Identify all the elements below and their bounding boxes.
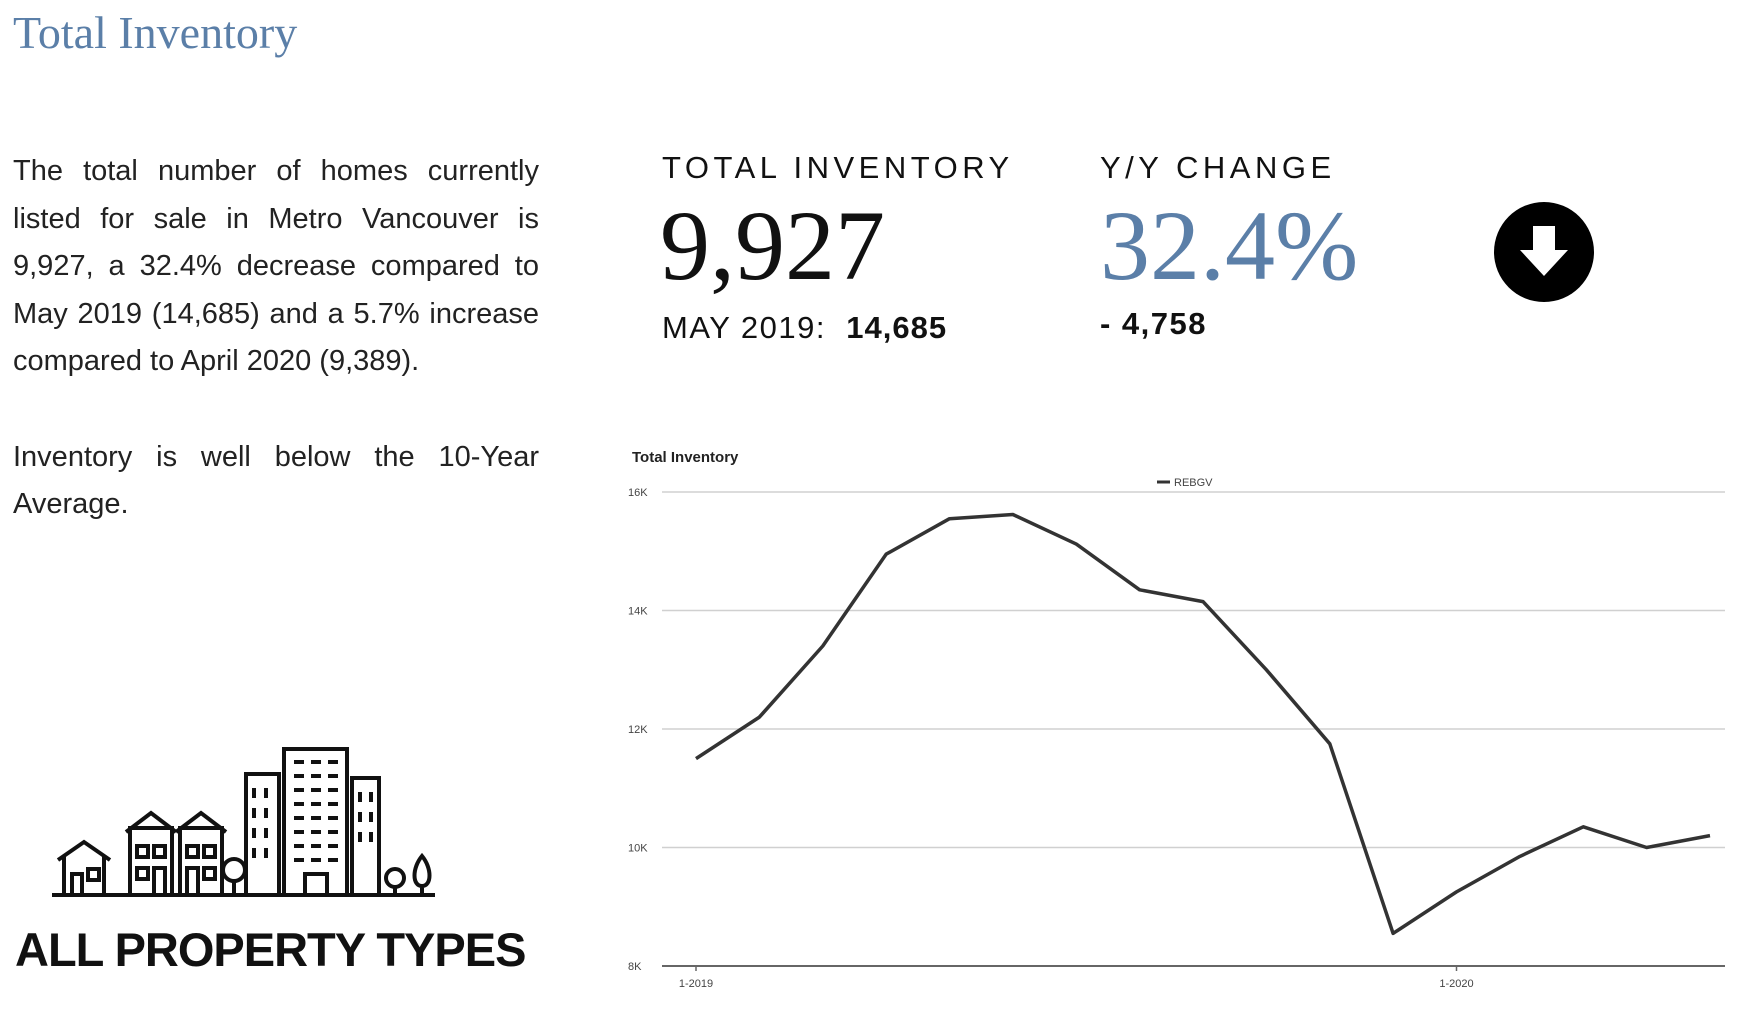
y-tick-label: 14K: [628, 606, 648, 618]
prior-year-value: 14,685: [846, 310, 948, 345]
y-tick-label: 16K: [628, 487, 648, 499]
property-types-caption: ALL PROPERTY TYPES: [15, 923, 526, 976]
yoy-change-label: Y/Y CHANGE: [1100, 150, 1336, 185]
yoy-change-value: 32.4%: [1100, 190, 1359, 301]
page-title: Total Inventory: [13, 7, 298, 58]
total-inventory-chart: Total Inventory 8K 10K 12K 14K 16K REBGV 1-2…: [620, 440, 1746, 1010]
description-text: The total number of homes currently list…: [13, 148, 539, 529]
legend-label: REBGV: [1174, 477, 1213, 489]
yoy-change-absolute: - 4,758: [1100, 306, 1208, 341]
y-tick-label: 12K: [628, 724, 648, 736]
prior-year-label: MAY 2019:: [662, 310, 827, 345]
city-buildings-icon: [52, 747, 435, 897]
prior-year-inventory: MAY 2019: 14,685: [662, 310, 947, 346]
series-line: [695, 512, 1711, 936]
total-inventory-value: 9,927: [660, 190, 885, 301]
x-tick-label: 1-2019: [679, 978, 713, 990]
chart-title: Total Inventory: [632, 449, 739, 466]
x-tick-label: 1-2020: [1439, 978, 1473, 990]
y-tick-label: 8K: [628, 961, 642, 973]
y-tick-label: 10K: [628, 843, 648, 855]
arrow-down-icon: [1494, 202, 1594, 302]
description-paragraph-1: The total number of homes currently list…: [13, 155, 539, 377]
description-paragraph-2: Inventory is well below the 10-Year Aver…: [13, 440, 539, 521]
total-inventory-label: TOTAL INVENTORY: [662, 150, 1014, 185]
line-chart: Total Inventory 8K 10K 12K 14K 16K REBGV 1-2…: [628, 449, 1725, 990]
